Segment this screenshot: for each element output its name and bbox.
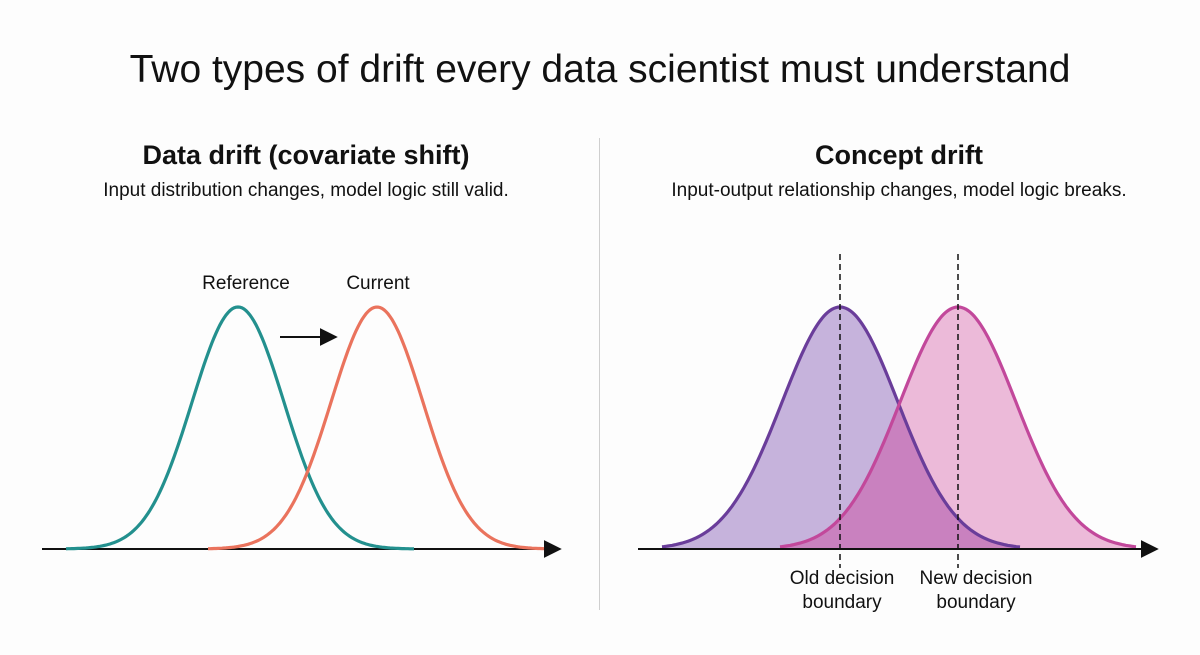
reference-distribution-curve bbox=[65, 305, 414, 551]
panel-divider bbox=[599, 138, 600, 610]
current-distribution-curve bbox=[208, 305, 545, 551]
page-title: Two types of drift every data scientist … bbox=[129, 48, 1071, 91]
data-drift-title: Data drift (covariate shift) bbox=[142, 140, 470, 170]
concept-drift-subtitle: Input-output relationship changes, model… bbox=[671, 180, 1127, 201]
concept-drift-title: Concept drift bbox=[815, 140, 983, 170]
old-distribution-curve bbox=[661, 305, 1021, 549]
new-decision-boundary-label: New decision boundary bbox=[919, 568, 1033, 613]
current-label: Current bbox=[346, 273, 410, 294]
old-decision-boundary-label: Old decision boundary bbox=[789, 568, 895, 613]
overlap-region-fill bbox=[780, 407, 1020, 549]
reference-label: Reference bbox=[202, 273, 290, 294]
data-drift-subtitle: Input distribution changes, model logic … bbox=[103, 180, 509, 201]
